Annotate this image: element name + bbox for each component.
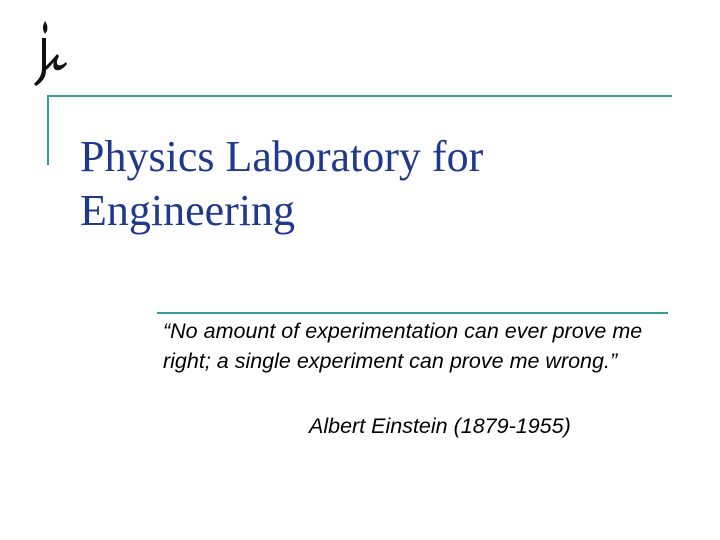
header-rule-vertical bbox=[47, 95, 49, 165]
slide-title: Physics Laboratory for Engineering bbox=[80, 132, 484, 235]
quote-attribution: Albert Einstein (1879-1955) bbox=[309, 414, 571, 438]
quote-divider bbox=[157, 312, 668, 314]
quote-text: “No amount of experimentation can ever p… bbox=[163, 319, 643, 373]
header-rule-horizontal bbox=[48, 95, 672, 97]
calligraphic-logo-icon bbox=[34, 21, 67, 86]
